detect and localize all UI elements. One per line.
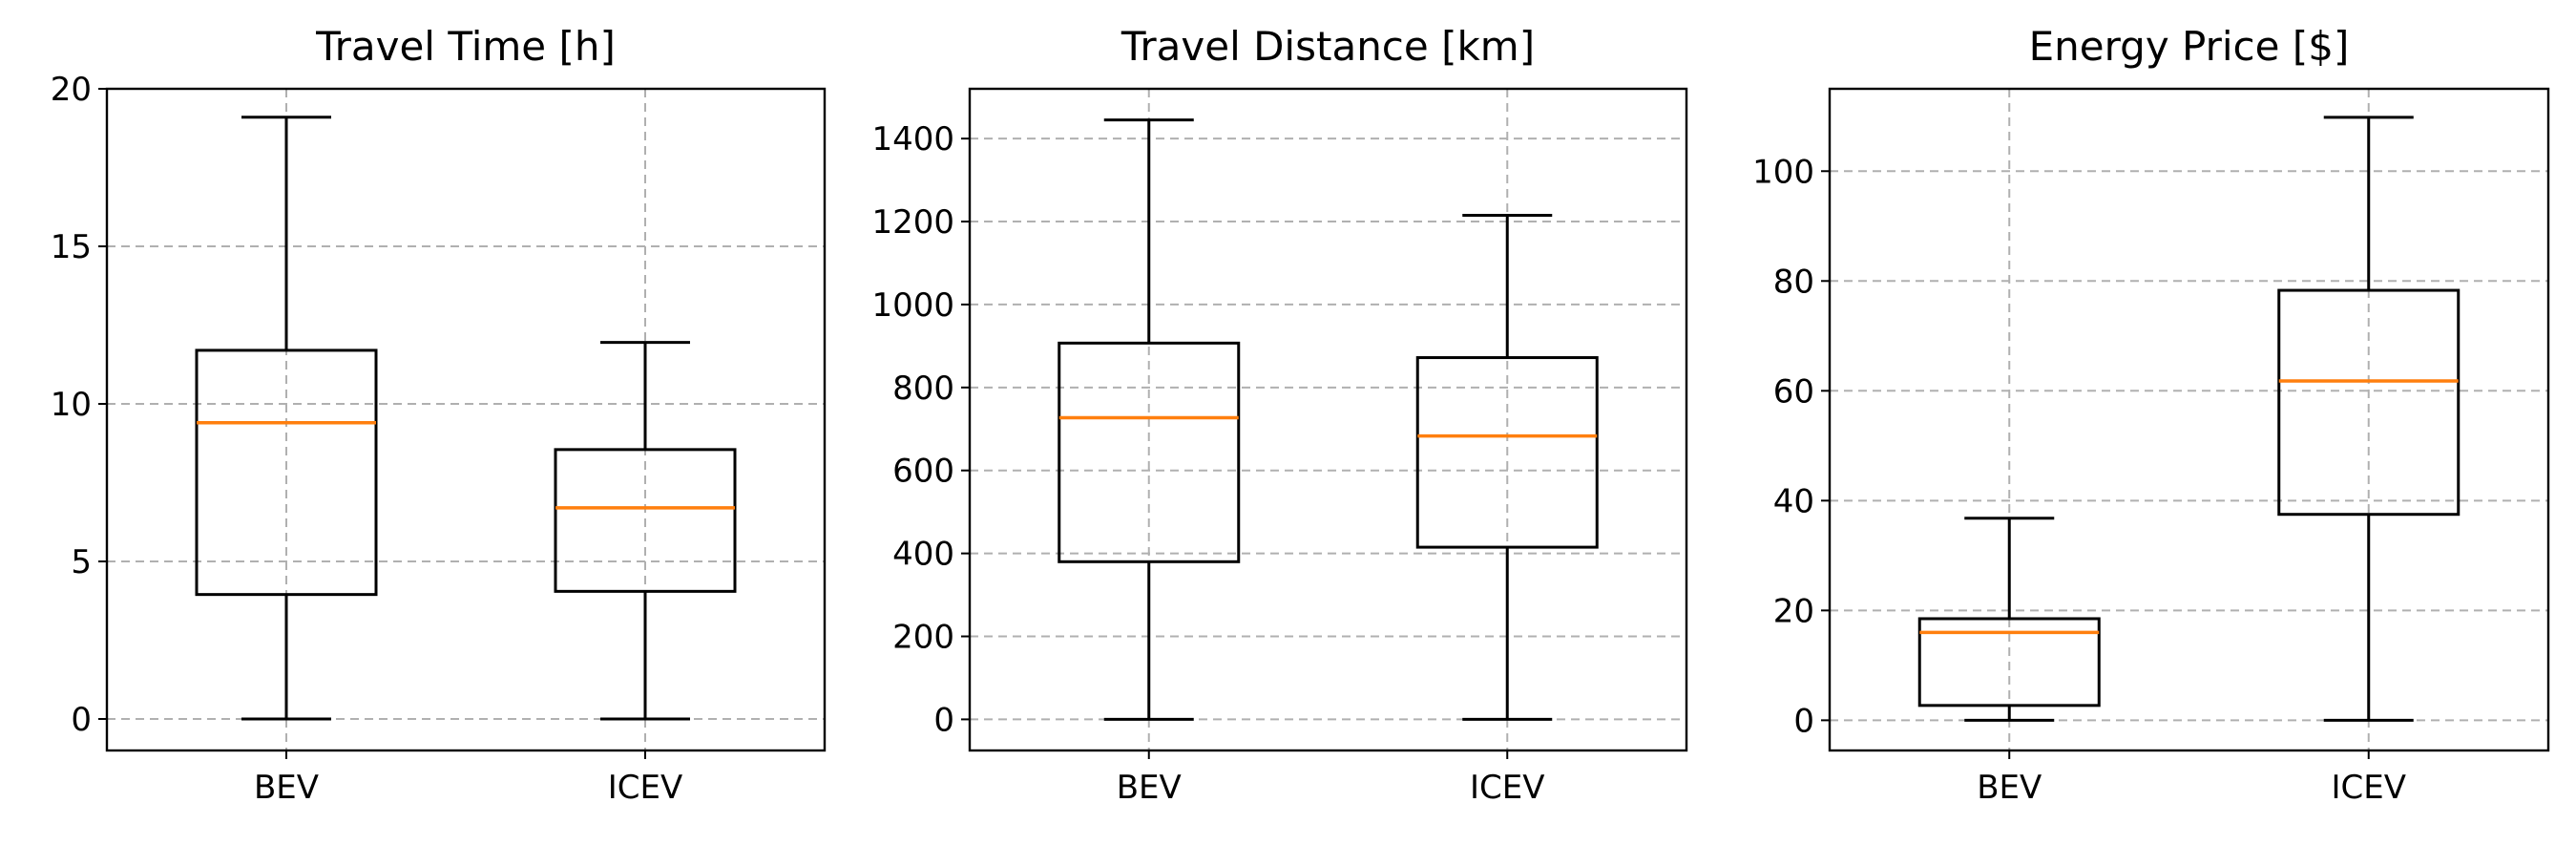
- plot-frame: [968, 87, 1688, 752]
- y-tick-label: 20: [1773, 592, 1814, 630]
- y-tick-label: 0: [933, 701, 954, 739]
- chart-panel-2: 0 200 400 600 800 1000 1200 1400 BEV ICEV Travel D…: [871, 23, 1688, 807]
- chart-title: Energy Price [$]: [2029, 23, 2350, 70]
- x-tick-label: BEV: [1977, 769, 2042, 807]
- y-tick-label: 800: [892, 370, 954, 408]
- y-tick-label: 10: [51, 386, 92, 424]
- plot-frame: [1828, 87, 2550, 752]
- chart-title: Travel Distance [km]: [1120, 23, 1535, 70]
- x-tick-label: ICEV: [2331, 769, 2406, 807]
- x-tick-label: ICEV: [1470, 769, 1545, 807]
- plot-frame: [105, 87, 827, 752]
- y-tick-label: 1200: [871, 203, 954, 242]
- box-icev: [554, 341, 737, 721]
- chart-title: Travel Time [h]: [315, 23, 616, 70]
- iqr-box: [195, 349, 378, 597]
- iqr-box: [2277, 288, 2461, 517]
- x-tick-label: ICEV: [608, 769, 683, 807]
- x-tick-label: BEV: [1117, 769, 1182, 807]
- y-tick-label: 400: [892, 536, 954, 574]
- box-bev: [1917, 517, 2101, 722]
- y-tick-label: 1000: [871, 286, 954, 325]
- iqr-box: [1415, 356, 1599, 549]
- iqr-box: [1917, 617, 2101, 708]
- x-tick-label: BEV: [254, 769, 319, 807]
- y-tick-label: 60: [1773, 372, 1814, 411]
- y-tick-label: 20: [51, 71, 92, 109]
- box-icev: [2277, 116, 2461, 722]
- y-tick-label: 80: [1773, 263, 1814, 301]
- chart-panel-3: 0 20 40 60 80 100 BEV ICEV Energy Price [$]: [1752, 23, 2550, 807]
- chart-panel-1: 0 5 10 15 20 BEV ICEV Travel Time [h]: [51, 23, 827, 807]
- box-icev: [1415, 214, 1599, 721]
- y-tick-label: 0: [71, 701, 92, 739]
- iqr-box: [554, 448, 737, 593]
- box-bev: [1058, 118, 1241, 721]
- y-tick-label: 1400: [871, 120, 954, 158]
- y-tick-label: 600: [892, 453, 954, 491]
- y-tick-label: 100: [1752, 153, 1814, 191]
- y-tick-label: 15: [51, 228, 92, 266]
- box-bev: [195, 116, 378, 721]
- iqr-box: [1058, 341, 1241, 563]
- y-tick-label: 200: [892, 619, 954, 657]
- y-tick-label: 0: [1793, 702, 1814, 740]
- y-tick-label: 40: [1773, 482, 1814, 520]
- y-tick-label: 5: [71, 543, 92, 581]
